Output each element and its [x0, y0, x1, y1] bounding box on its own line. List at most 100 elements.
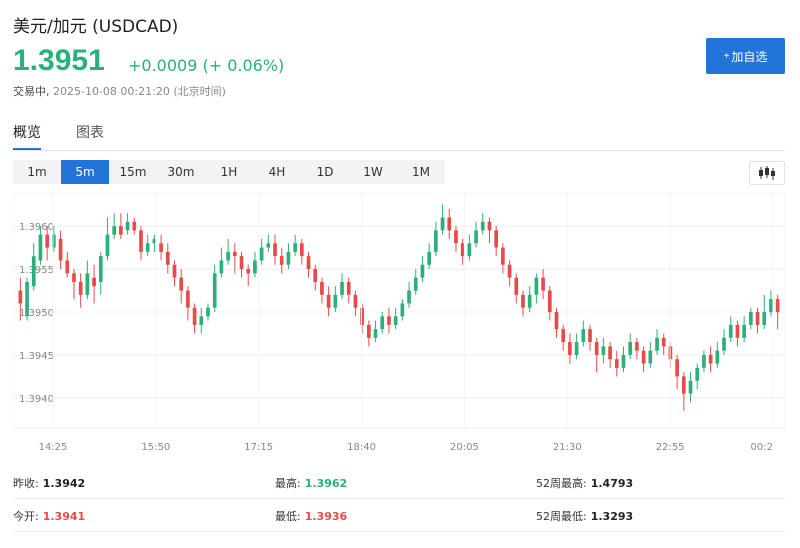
candle-body	[346, 281, 351, 295]
candle-body	[769, 299, 773, 312]
candle-body	[18, 290, 23, 304]
stat-label: 52周最高:	[536, 477, 587, 490]
x-tick-label: 14:25	[39, 442, 68, 453]
candle-body	[125, 221, 130, 231]
chart-type-button[interactable]	[749, 161, 785, 185]
stat-label: 昨收:	[13, 477, 39, 490]
candle-body	[514, 277, 519, 295]
trade-status: 交易中, 2025-10-08 00:21:20 (北京时间)	[13, 83, 226, 99]
candle-body	[226, 251, 230, 261]
candle-body	[420, 264, 425, 278]
candle-body	[581, 329, 586, 343]
stat-label: 最高:	[275, 477, 301, 490]
period-1w[interactable]: 1W	[363, 165, 383, 179]
stat-label: 52周最低:	[536, 510, 587, 523]
stat-value: 1.4793	[590, 477, 634, 490]
candle-body	[574, 342, 579, 355]
candle-body	[407, 290, 411, 304]
period-1h[interactable]: 1H	[220, 165, 238, 179]
candle-body	[259, 247, 264, 261]
candle-body	[266, 243, 271, 248]
candle-body	[353, 294, 358, 308]
candle-body	[340, 281, 344, 295]
candle-body	[427, 251, 432, 265]
candlestick-chart[interactable]: 1.3960 1.3955 1.3950 1.3945 1.3940 14:25 15:50…	[12, 191, 786, 458]
candle-body	[112, 226, 117, 235]
candle-body	[373, 329, 378, 338]
candle-body	[594, 342, 599, 355]
candle-body	[762, 312, 767, 325]
candle-body	[145, 243, 150, 252]
candle-body	[212, 273, 217, 308]
stat-value: 1.3941	[42, 510, 86, 523]
x-tick-label: 18:40	[347, 442, 376, 453]
candle-body	[186, 290, 190, 308]
candle-body	[413, 277, 418, 291]
candle-body	[728, 324, 733, 338]
candle-body	[501, 247, 505, 265]
candle-body	[561, 329, 566, 343]
candle-body	[219, 260, 224, 274]
stat-prev-close: 昨收: 1.3942	[13, 475, 85, 491]
candle-body	[25, 281, 29, 317]
price-change: +0.0009 (+ 0.06%)	[128, 56, 285, 75]
candle-body	[105, 234, 110, 257]
x-tick-label: 17:15	[244, 442, 273, 453]
candle-body	[494, 230, 499, 248]
candle-body	[333, 294, 338, 308]
candle-body	[608, 346, 612, 360]
candle-body	[621, 354, 626, 368]
candle-body	[253, 260, 257, 274]
candle-body	[735, 324, 740, 338]
candle-body	[434, 230, 438, 252]
stat-value: 1.3293	[590, 510, 634, 523]
candle-body	[313, 269, 318, 282]
candle-body	[480, 221, 485, 231]
candle-body	[460, 243, 465, 257]
stat-label: 今开:	[13, 510, 39, 523]
period-1mo[interactable]: 1M	[412, 165, 430, 179]
y-tick-label: 1.3945	[19, 351, 54, 362]
x-tick-label: 20:05	[450, 442, 479, 453]
candle-body	[165, 251, 170, 265]
candle-body	[387, 316, 391, 325]
period-1d[interactable]: 1D	[316, 165, 334, 179]
candle-body	[293, 243, 297, 252]
candle-body	[454, 230, 458, 244]
period-30m[interactable]: 30m	[167, 165, 195, 179]
candle-body	[92, 277, 96, 287]
candle-body	[179, 277, 184, 291]
candle-body	[85, 273, 90, 295]
candle-body	[246, 269, 251, 274]
period-15m[interactable]: 15m	[119, 165, 147, 179]
candle-body	[547, 290, 552, 312]
candle-body	[702, 354, 706, 368]
candle-body	[172, 264, 177, 278]
candle-body	[119, 226, 123, 235]
candle-body	[628, 342, 633, 355]
main-tabs: 概览 图表	[13, 120, 785, 151]
tab-overview[interactable]: 概览	[13, 122, 41, 150]
x-tick-label: 00:2	[751, 442, 773, 453]
plus-icon: +	[723, 50, 730, 62]
candle-body	[366, 324, 371, 338]
candle-body	[239, 256, 244, 270]
candle-body	[742, 324, 746, 338]
candle-body	[748, 312, 753, 325]
period-selector: 1m 5m 15m 30m 1H 4H 1D 1W 1M	[13, 160, 445, 184]
current-price: 1.3951	[13, 44, 105, 77]
candle-body	[554, 312, 559, 330]
candle-body	[635, 342, 639, 351]
stat-value: 1.3936	[304, 510, 348, 523]
candle-body	[159, 243, 163, 252]
period-5m[interactable]: 5m	[61, 160, 109, 184]
candle-body	[380, 316, 385, 330]
candle-body	[400, 303, 405, 317]
candle-body	[320, 281, 324, 295]
period-1m[interactable]: 1m	[27, 165, 47, 179]
add-watchlist-button[interactable]: + 加自选	[706, 38, 785, 74]
candle-body	[588, 329, 592, 343]
candle-body	[641, 350, 646, 364]
period-4h[interactable]: 4H	[268, 165, 286, 179]
tab-chart[interactable]: 图表	[76, 125, 104, 141]
